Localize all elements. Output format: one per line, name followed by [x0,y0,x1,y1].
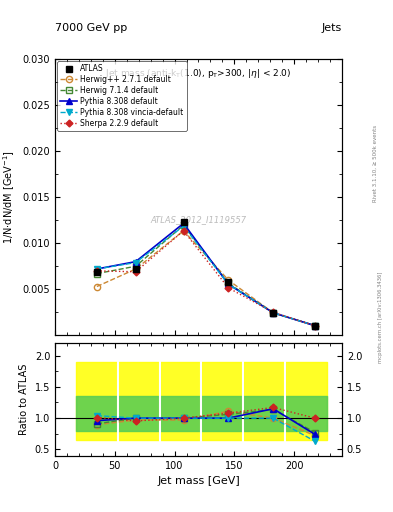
Pythia 8.308 vincia-default [313,323,318,329]
Text: Jet mass (anti-k$_\mathrm{T}$(1.0), p$_\mathrm{T}$>300, |$\eta$| < 2.0): Jet mass (anti-k$_\mathrm{T}$(1.0), p$_\… [105,67,292,80]
Line: Sherpa 2.2.9 default: Sherpa 2.2.9 default [94,228,318,328]
Pythia 8.308 default [271,310,275,316]
Text: 7000 GeV pp: 7000 GeV pp [55,23,127,33]
ATLAS [181,219,186,225]
Text: ATLAS_2012_I1119557: ATLAS_2012_I1119557 [151,215,246,224]
ATLAS [271,310,275,316]
Pythia 8.308 default [94,266,99,272]
Sherpa 2.2.9 default [313,323,318,329]
ATLAS [313,323,318,329]
X-axis label: Jet mass [GeV]: Jet mass [GeV] [157,476,240,486]
Pythia 8.308 default [133,259,138,265]
Herwig 7.1.4 default [94,270,99,276]
ATLAS [94,269,99,275]
Herwig 7.1.4 default [313,323,318,329]
Line: Herwig 7.1.4 default: Herwig 7.1.4 default [94,222,318,329]
Herwig++ 2.7.1 default [94,284,99,290]
Herwig 7.1.4 default [226,280,231,286]
Pythia 8.308 vincia-default [271,310,275,316]
Text: Jets: Jets [321,23,342,33]
Herwig 7.1.4 default [133,263,138,269]
Herwig++ 2.7.1 default [226,277,231,283]
Herwig++ 2.7.1 default [271,310,275,316]
Pythia 8.308 default [181,220,186,226]
Pythia 8.308 default [313,323,318,329]
Sherpa 2.2.9 default [181,228,186,234]
Sherpa 2.2.9 default [271,309,275,315]
Y-axis label: Ratio to ATLAS: Ratio to ATLAS [19,364,29,435]
Pythia 8.308 vincia-default [94,266,99,272]
Pythia 8.308 vincia-default [181,223,186,229]
Herwig 7.1.4 default [181,222,186,228]
Line: Herwig++ 2.7.1 default: Herwig++ 2.7.1 default [94,228,318,329]
Pythia 8.308 vincia-default [226,281,231,287]
Line: Pythia 8.308 default: Pythia 8.308 default [94,220,318,329]
Text: Rivet 3.1.10, ≥ 500k events: Rivet 3.1.10, ≥ 500k events [373,125,378,202]
Herwig 7.1.4 default [271,310,275,316]
Herwig++ 2.7.1 default [181,228,186,234]
ATLAS [133,266,138,272]
Sherpa 2.2.9 default [226,285,231,291]
Line: Pythia 8.308 vincia-default: Pythia 8.308 vincia-default [94,223,318,329]
ATLAS [226,279,231,285]
Sherpa 2.2.9 default [94,268,99,274]
Y-axis label: 1/N$\cdot$dN/dM [GeV$^{-1}$]: 1/N$\cdot$dN/dM [GeV$^{-1}$] [1,150,17,244]
Text: mcplots.cern.ch [arXiv:1306.3436]: mcplots.cern.ch [arXiv:1306.3436] [378,272,383,363]
Line: ATLAS: ATLAS [94,219,318,329]
Herwig++ 2.7.1 default [133,266,138,272]
Pythia 8.308 vincia-default [133,260,138,266]
Legend: ATLAS, Herwig++ 2.7.1 default, Herwig 7.1.4 default, Pythia 8.308 default, Pythi: ATLAS, Herwig++ 2.7.1 default, Herwig 7.… [57,61,187,131]
Sherpa 2.2.9 default [133,269,138,275]
Pythia 8.308 default [226,281,231,287]
Herwig++ 2.7.1 default [313,323,318,329]
